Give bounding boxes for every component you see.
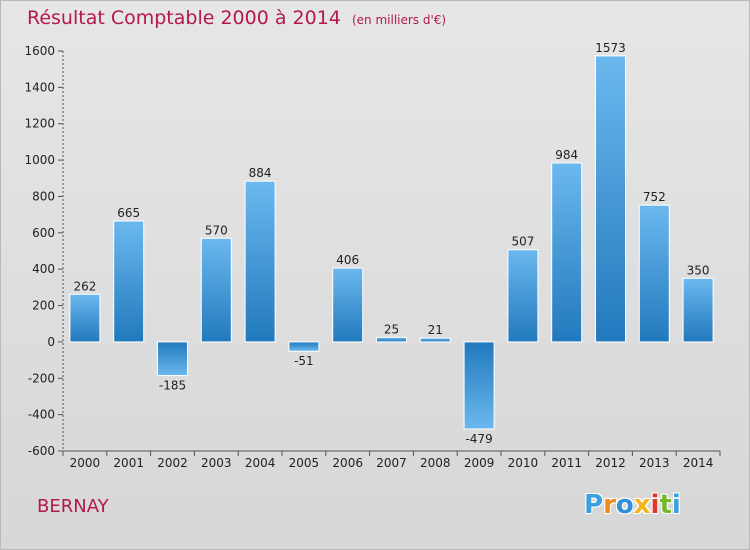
data-labels: 262 665 -185 570 884 -51 406 25 21 -479 507 984 1573… — [73, 41, 709, 446]
x-tick-label: 2005 — [289, 456, 320, 470]
data-label-2012: 1573 — [595, 41, 626, 55]
bar-2011 — [551, 162, 583, 343]
bar-2012 — [595, 55, 626, 343]
data-label-2008: 21 — [428, 323, 443, 337]
x-tick-label: 2004 — [245, 456, 276, 470]
data-label-2003: 570 — [205, 223, 228, 237]
x-tick-label: 2003 — [201, 456, 232, 470]
y-tick-label: -600 — [28, 444, 55, 458]
axes: -600 -400 -200 0 200 400 600 800 1000 1200 1400 160… — [24, 44, 721, 470]
chart-unit: (en milliers d'€) — [351, 13, 447, 27]
x-tick-label: 2009 — [464, 456, 495, 470]
x-tick-label: 2012 — [595, 456, 626, 470]
logo-letter: t — [659, 490, 672, 520]
data-label-2001: 665 — [117, 206, 140, 220]
logo-letter: o — [615, 490, 634, 520]
data-label-2005: -51 — [294, 354, 314, 368]
bar-2002 — [157, 341, 188, 377]
bar-2006 — [332, 267, 364, 343]
bar-2007 — [376, 336, 407, 343]
y-tick-label: 1000 — [24, 153, 55, 167]
data-label-2002: -185 — [159, 379, 186, 393]
x-tick-label: 2008 — [420, 456, 451, 470]
x-tick-label: 2011 — [551, 456, 582, 470]
y-tick-label: -400 — [28, 408, 55, 422]
bar-2003 — [200, 237, 232, 343]
logo-letter: P — [584, 490, 604, 520]
y-tick-label: 0 — [47, 335, 55, 349]
y-tick-label: 600 — [32, 226, 55, 240]
bar-2010 — [507, 249, 539, 343]
y-tick-label: 1200 — [24, 117, 55, 131]
data-label-2010: 507 — [511, 235, 534, 249]
x-tick-label: 2010 — [508, 456, 539, 470]
x-tick-label: 2014 — [683, 456, 714, 470]
bar-2000 — [69, 293, 101, 343]
bar-2005 — [288, 341, 320, 352]
x-tick-label: 2007 — [376, 456, 407, 470]
x-tick-label: 2000 — [70, 456, 101, 470]
chart-title: Résultat Comptable 2000 à 2014 (en milli… — [27, 7, 446, 29]
data-label-2014: 350 — [687, 263, 710, 277]
y-tick-label: 400 — [32, 262, 55, 276]
bar-2004 — [244, 180, 276, 343]
chart-title-text: Résultat Comptable 2000 à 2014 — [27, 7, 341, 29]
data-label-2009: -479 — [465, 432, 492, 446]
logo-letter: i — [650, 490, 660, 520]
y-tick-label: 800 — [32, 189, 55, 203]
x-tick-label: 2002 — [157, 456, 188, 470]
bar-2013 — [638, 204, 670, 343]
data-label-2000: 262 — [73, 279, 96, 293]
y-tick-label: -200 — [28, 371, 55, 385]
logo-letter: x — [633, 490, 651, 520]
proxiti-logo: Proxiti — [584, 490, 681, 520]
y-tick-label: 1400 — [24, 80, 55, 94]
data-label-2011: 984 — [555, 148, 578, 162]
logo-letter: r — [603, 490, 616, 520]
x-tick-label: 2001 — [113, 456, 144, 470]
data-label-2013: 752 — [643, 190, 666, 204]
y-tick-label: 200 — [32, 299, 55, 313]
bar-2008 — [419, 337, 451, 343]
y-tick-label: 1600 — [24, 44, 55, 58]
data-label-2004: 884 — [249, 166, 272, 180]
data-label-2006: 406 — [336, 253, 359, 267]
logo-letter: i — [671, 490, 681, 520]
bar-2001 — [113, 220, 145, 343]
bar-2009 — [463, 341, 495, 430]
data-label-2007: 25 — [384, 322, 399, 336]
bar-2014 — [682, 277, 714, 343]
x-tick-label: 2013 — [639, 456, 670, 470]
x-tick-label: 2006 — [332, 456, 363, 470]
bars — [69, 55, 714, 430]
commune-name: BERNAY — [37, 496, 109, 517]
